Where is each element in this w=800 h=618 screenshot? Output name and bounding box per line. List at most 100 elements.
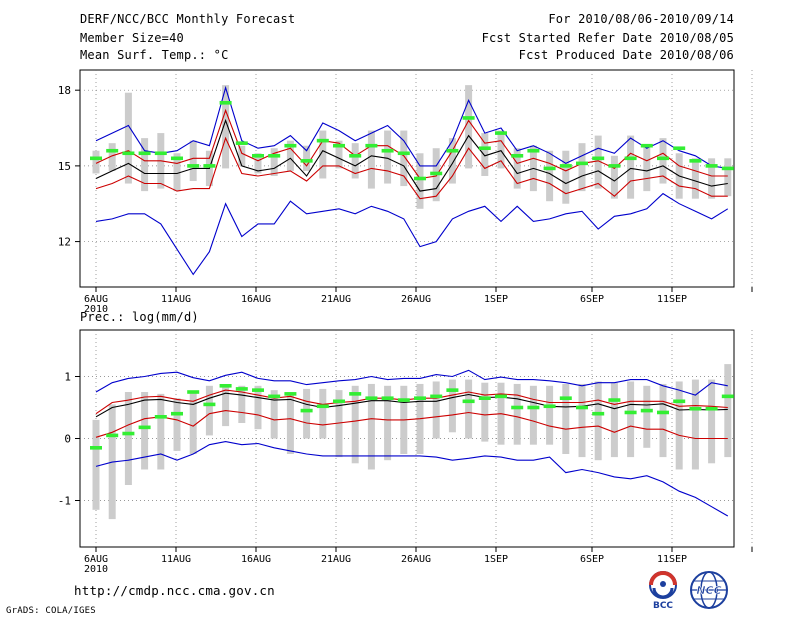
y-tick-label: 15 <box>58 160 71 173</box>
ensemble-mean-marker <box>300 408 313 413</box>
ensemble-box <box>465 379 473 439</box>
ensemble-box <box>141 138 149 192</box>
ensemble-mean-marker <box>349 153 362 158</box>
x-tick-label: 21AUG <box>321 554 351 565</box>
ensemble-box <box>270 390 278 439</box>
ensemble-mean-marker <box>478 146 491 151</box>
ensemble-mean-marker <box>624 156 637 161</box>
ensemble-box <box>384 130 392 184</box>
median-series-line <box>95 118 728 192</box>
ensemble-mean-marker <box>171 411 183 416</box>
ensemble-box <box>546 150 554 202</box>
ensemble-mean-marker <box>122 151 135 156</box>
ensemble-box <box>238 145 246 166</box>
ensemble-box <box>254 153 262 174</box>
ensemble-box <box>432 381 440 439</box>
ensemble-box <box>481 133 489 176</box>
ensemble-mean-marker <box>527 148 540 153</box>
x-tick-label: 26AUG <box>401 294 431 305</box>
ncc-logo: NCC <box>686 570 732 610</box>
ensemble-mean-marker <box>138 425 151 430</box>
ensemble-mean-marker <box>640 408 653 413</box>
ensemble-mean-marker <box>219 384 232 388</box>
x-year-label: 2010 <box>84 304 108 315</box>
ensemble-mean-marker <box>187 164 200 168</box>
ensemble-mean-marker <box>138 151 151 156</box>
ensemble-box <box>610 155 618 199</box>
median-series-line <box>95 392 728 418</box>
bcc-logo-text: BCC <box>653 601 673 610</box>
ensemble-mean-marker <box>316 404 329 409</box>
ensemble-box <box>173 398 181 451</box>
ensemble-box <box>529 385 537 445</box>
ensemble-mean-marker <box>219 101 232 105</box>
ensemble-mean-marker <box>252 153 264 158</box>
x-tick-label: 11SEP <box>657 554 687 565</box>
ensemble-box <box>594 381 602 461</box>
ensemble-mean-marker <box>430 394 443 399</box>
ensemble-mean-marker <box>333 399 345 404</box>
ensemble-mean-marker <box>592 411 605 416</box>
ensemble-box <box>303 388 311 439</box>
min-series-line <box>95 441 729 517</box>
ensemble-mean-marker <box>657 156 669 161</box>
ensemble-mean-marker <box>673 399 686 404</box>
y-tick-label: 12 <box>58 236 71 249</box>
ensemble-mean-marker <box>721 166 734 171</box>
ensemble-box <box>270 148 278 176</box>
x-tick-label: 6SEP <box>580 294 604 305</box>
ensemble-mean-marker <box>608 164 621 168</box>
lower-quartile-line <box>95 410 728 440</box>
ensemble-box <box>513 148 521 189</box>
ensemble-mean-marker <box>462 399 475 404</box>
ensemble-box <box>92 419 100 510</box>
ensemble-mean-marker <box>90 156 102 161</box>
forecast-range: For 2010/08/06-2010/09/14 <box>548 12 734 26</box>
ensemble-mean-marker <box>624 410 637 415</box>
x-tick-label: 16AUG <box>241 294 271 305</box>
ensemble-box <box>157 393 165 470</box>
ensemble-box <box>724 158 732 197</box>
ensemble-mean-marker <box>235 387 248 391</box>
ensemble-mean-marker <box>414 176 426 181</box>
ensemble-box <box>189 392 197 454</box>
ensemble-mean-marker <box>511 153 524 158</box>
ensemble-mean-marker <box>349 392 362 396</box>
ensemble-box <box>562 383 570 454</box>
ensemble-mean-marker <box>203 164 216 168</box>
ensemble-box <box>578 383 586 458</box>
ensemble-box <box>303 145 311 171</box>
upper-quartile-line <box>95 389 728 415</box>
source-url-link[interactable]: http://cmdp.ncc.cma.gov.cn <box>74 583 275 598</box>
ensemble-box <box>562 150 570 204</box>
ensemble-box <box>222 385 230 427</box>
ensemble-mean-marker <box>106 148 119 153</box>
forecast-title: DERF/NCC/BCC Monthly Forecast <box>80 12 296 26</box>
ensemble-box <box>465 85 473 169</box>
ensemble-mean-marker <box>381 396 394 400</box>
ensemble-mean-marker <box>122 431 135 436</box>
temperature-panel: 12 15 18 6AUG 11AUG 16AUG 21AUG 26AUG 1SEP 6SEP 11… <box>58 69 753 315</box>
ensemble-box <box>659 138 667 184</box>
ensemble-box <box>351 385 359 464</box>
ensemble-mean-marker <box>495 131 507 135</box>
ensemble-mean-marker <box>284 392 297 396</box>
ensemble-box <box>319 130 327 179</box>
x-tick-label: 1SEP <box>484 294 508 305</box>
ensemble-box <box>448 379 456 433</box>
ensemble-mean-marker <box>203 402 216 407</box>
ensemble-box <box>659 383 667 458</box>
ensemble-box <box>400 130 408 187</box>
ensemble-box <box>416 153 424 209</box>
ensemble-box <box>367 383 375 470</box>
ensemble-mean-marker <box>495 394 507 399</box>
x-tick-label: 6AUG <box>84 294 108 305</box>
ensemble-box <box>286 140 294 171</box>
ensemble-mean-marker <box>333 143 345 148</box>
forecast-started-date: Fcst Started Refer Date 2010/08/05 <box>481 31 734 45</box>
ensemble-box <box>141 392 149 470</box>
ensemble-box <box>691 379 699 470</box>
ensemble-mean-marker <box>689 159 702 163</box>
ensemble-box <box>627 135 635 199</box>
min-series-line <box>95 192 729 276</box>
